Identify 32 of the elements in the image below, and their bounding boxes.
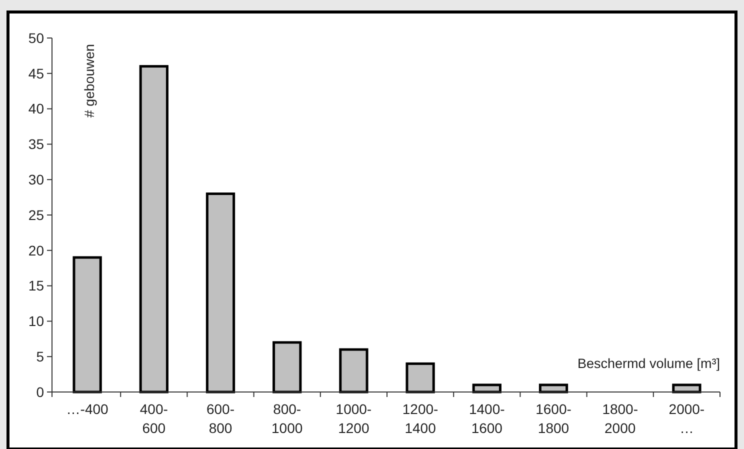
y-tick-label: 10 xyxy=(28,313,44,330)
x-tick-label: 1000- 1200 xyxy=(336,401,372,436)
y-tick-label: 20 xyxy=(28,242,44,258)
bar xyxy=(538,384,568,394)
bar xyxy=(472,384,502,394)
y-tick-label: 25 xyxy=(28,206,44,223)
x-tick-label: 600- 800 xyxy=(206,401,235,436)
x-tick-label: 1200- 1400 xyxy=(402,401,439,436)
bar xyxy=(672,384,702,394)
bar xyxy=(272,341,302,394)
y-tick-label: 0 xyxy=(36,384,44,400)
y-tick-label: 45 xyxy=(28,65,44,82)
x-tick-label: 1400- 1600 xyxy=(468,401,506,436)
y-tick-label: 35 xyxy=(28,136,44,152)
y-tick-label: 30 xyxy=(28,172,44,188)
y-axis-title: # gebouwen xyxy=(82,44,97,118)
x-tick-label: 1800- 2000 xyxy=(602,401,638,436)
bar xyxy=(72,256,102,394)
x-tick-label: 400- 600 xyxy=(140,401,168,436)
y-tick-label: 15 xyxy=(28,278,44,294)
y-tick-label: 5 xyxy=(36,348,44,364)
x-tick-label: 1600- 1800 xyxy=(536,401,572,436)
bar xyxy=(206,192,236,394)
x-tick-label: 2000- … xyxy=(668,401,705,436)
y-tick-label: 40 xyxy=(28,100,44,117)
x-tick-label: 800- 1000 xyxy=(272,401,303,436)
x-axis-title: Beschermd volume [m³] xyxy=(577,356,720,371)
y-tick-label: 50 xyxy=(28,30,44,46)
bar xyxy=(406,362,435,394)
bar xyxy=(339,348,368,394)
x-tick-label: …-400 xyxy=(66,401,109,417)
bar xyxy=(139,65,168,394)
